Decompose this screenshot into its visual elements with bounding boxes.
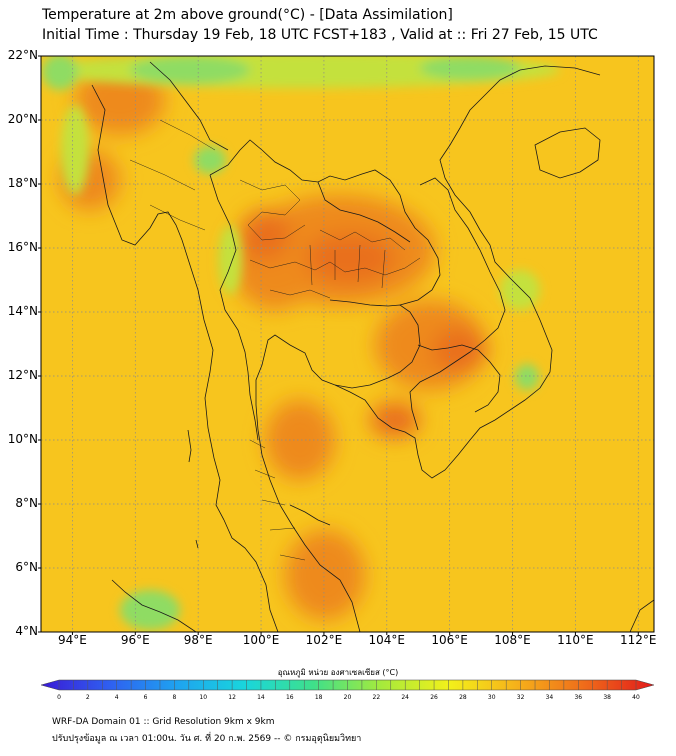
warm-region-south [285,530,365,620]
lat-label: 12°N [7,368,38,382]
lon-label: 94°E [57,633,87,647]
colorbar-tick-label: 32 [516,694,525,701]
province-boundaries-myanmar [129,119,216,231]
colorbar-tick-label: 0 [57,694,61,701]
coastline-gulf-east [334,65,601,479]
border-thailand-north [209,139,441,306]
colorbar-tick-label: 36 [574,694,583,701]
cold-region-north [130,56,250,84]
border-cambodia-vietnam [417,344,501,413]
island-andaman [187,429,192,463]
map-frame [40,55,655,633]
hot-region-isan [305,233,395,283]
province-boundaries-north [239,179,421,299]
colorbar-tick-label: 22 [372,694,381,701]
lon-label: 96°E [120,633,150,647]
lat-label: 4°N [15,624,38,638]
lon-label: 108°E [494,633,531,647]
hot-region-north [240,210,290,260]
colorbar-tick-label: 12 [228,694,236,701]
border-thailand-west [209,174,259,441]
cold-region-northeast [420,56,520,80]
lon-label: 100°E [242,633,280,647]
coastline-hainan [534,127,601,179]
coastline-borneo [629,599,654,632]
cold-region-vietnam [515,364,539,390]
coastline-peninsula-east [255,334,361,632]
cold-region-northwest [42,56,78,90]
cool-region-border [218,225,242,295]
border-myanmar-china [149,61,229,151]
coastline-peninsula-west [223,519,279,632]
warm-region-gulf [265,400,335,480]
border-thailand-cambodia [329,299,421,389]
lon-label: 102°E [305,633,343,647]
colorbar-title: อุณหภูมิ หน่วย องศาเซลเซียส (°C) [277,668,399,677]
map-field [41,56,654,632]
colorbar-tick-label: 30 [487,694,496,701]
lon-label: 104°E [368,633,406,647]
colorbar [40,679,655,691]
boundaries [91,61,654,632]
province-boundaries-isan [309,229,406,289]
gridlines [41,56,654,632]
island-nicobar [195,539,199,549]
colorbar-tick-label: 28 [459,694,467,701]
colorbar-ticks [58,680,637,690]
hot-region-east [432,328,488,372]
chart-subtitle: Initial Time : Thursday 19 Feb, 18 UTC F… [42,27,598,43]
lat-label: 14°N [7,304,38,318]
lat-label: 18°N [7,176,38,190]
province-boundaries [129,119,421,561]
lat-label: 22°N [7,48,38,62]
cold-region-hills [194,146,226,174]
colorbar-tick-label: 8 [172,694,177,701]
border-laos-thailand-mekong [317,181,411,243]
cold-region-sumatra [120,590,180,630]
chart-title: Temperature at 2m above ground(°C) - [Da… [42,7,453,23]
hot-region-delta [370,402,420,438]
coastline-sumatra [111,579,197,632]
footer-domain: WRF-DA Domain 01 :: Grid Resolution 9km … [52,717,275,727]
field-base [41,56,654,632]
lon-label: 106°E [431,633,468,647]
border-malaysia [289,504,331,526]
lat-label: 16°N [7,240,38,254]
colorbar-tick-label: 38 [603,694,611,701]
footer-update: ปรับปรุงข้อมูล ณ เวลา 01:00น. วัน ศ. ที่… [52,734,362,744]
colorbar-tick-label: 10 [199,694,208,701]
colorbar-tick-label: 6 [143,694,148,701]
cool-region-coast [61,105,89,195]
colorbar-tick-label: 14 [257,694,265,701]
lat-label: 8°N [15,496,38,510]
lon-label: 98°E [183,633,213,647]
colorbar-tick-label: 24 [401,694,409,701]
colorbar-tick-label: 4 [114,694,119,701]
coastline-myanmar [91,84,225,521]
province-boundaries-south [249,439,306,561]
lon-label: 112°E [620,633,657,647]
colorbar-tick-label: 26 [430,694,438,701]
lon-label: 110°E [557,633,594,647]
lat-label: 20°N [7,112,38,126]
axis-ticks [38,55,639,635]
colorbar-tick-label: 20 [343,694,352,701]
colorbar-tick-label: 40 [632,694,640,701]
colorbar-tick-label: 2 [85,694,90,701]
colorbar-tick-label: 34 [545,694,554,701]
colorbar-tick-label: 16 [285,694,294,701]
colorbar-tick-label: 18 [314,694,323,701]
cool-region-annam [500,270,540,310]
border-laos-vietnam [409,177,506,431]
lat-label: 6°N [15,560,38,574]
lat-label: 10°N [7,432,38,446]
